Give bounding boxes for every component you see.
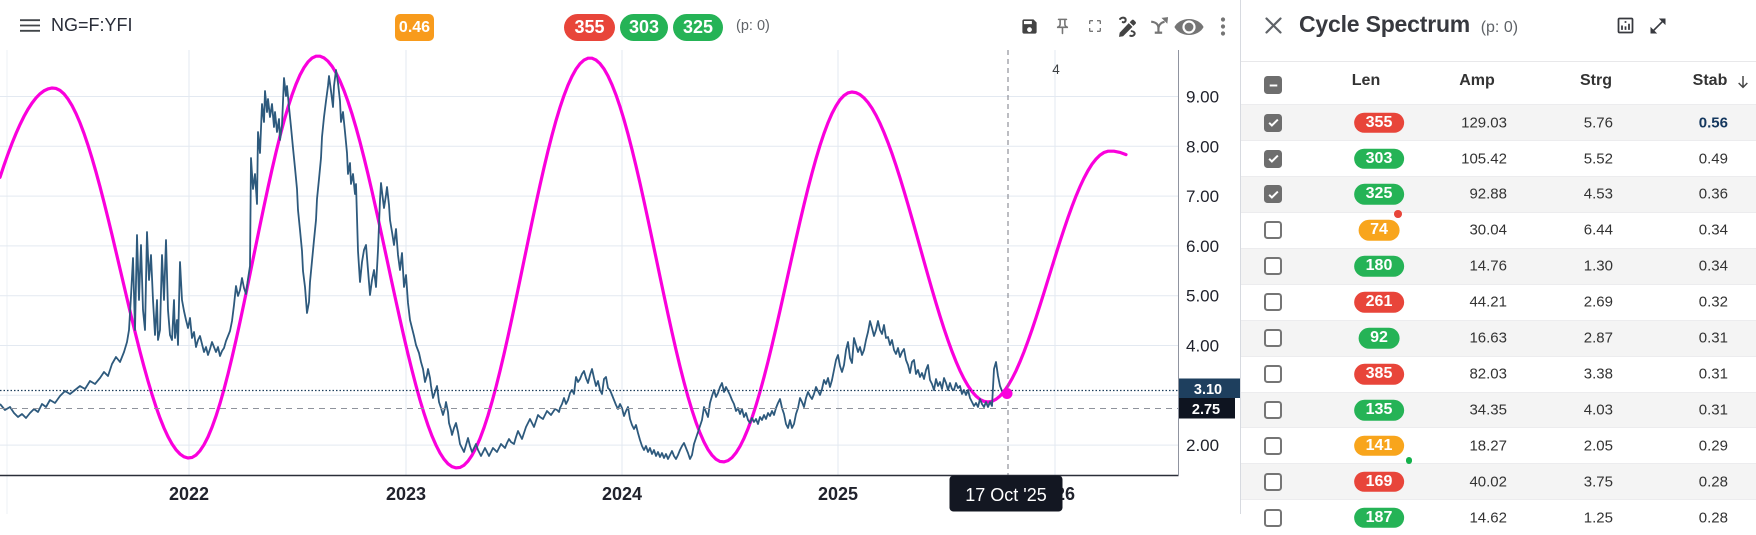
svg-text:9.00: 9.00 <box>1186 88 1219 107</box>
svg-text:17 Oct '25: 17 Oct '25 <box>965 485 1046 505</box>
svg-text:7.00: 7.00 <box>1186 187 1219 206</box>
svg-text:2.75: 2.75 <box>1192 402 1220 418</box>
svg-text:8.00: 8.00 <box>1186 137 1219 156</box>
svg-text:4: 4 <box>1052 62 1060 77</box>
svg-text:4.00: 4.00 <box>1186 337 1219 356</box>
svg-text:2024: 2024 <box>602 484 642 504</box>
svg-text:2023: 2023 <box>386 484 426 504</box>
svg-text:2025: 2025 <box>818 484 858 504</box>
svg-text:6.00: 6.00 <box>1186 237 1219 256</box>
svg-text:3.10: 3.10 <box>1194 382 1222 398</box>
svg-text:5.00: 5.00 <box>1186 287 1219 306</box>
svg-text:2.00: 2.00 <box>1186 436 1219 455</box>
svg-text:2022: 2022 <box>169 484 209 504</box>
